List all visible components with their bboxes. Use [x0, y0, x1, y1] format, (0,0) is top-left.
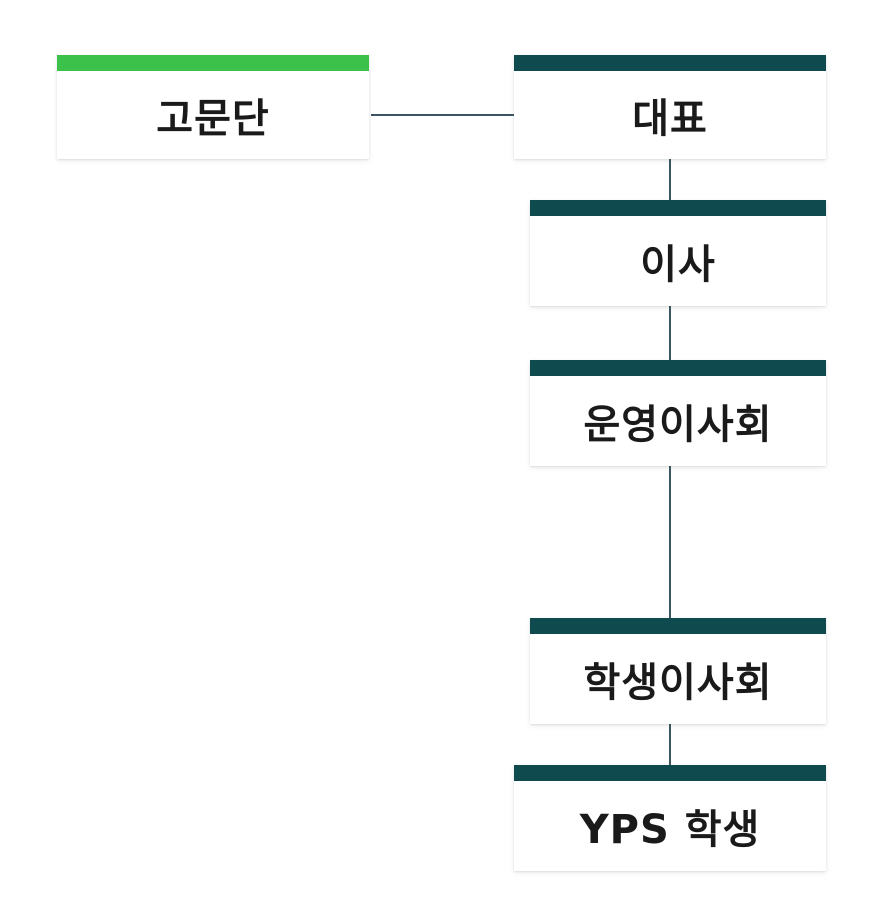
node-student-council: 학생이사회: [530, 618, 826, 724]
connector-representative-director: [669, 159, 671, 200]
node-advisory-bar: [57, 55, 369, 71]
node-director-bar: [530, 200, 826, 216]
connector-operating-board-student-council: [669, 466, 671, 618]
connector-advisory-representative: [371, 114, 514, 116]
node-student-council-label: 학생이사회: [583, 660, 773, 706]
connector-director-operating-board: [669, 306, 671, 360]
node-director-label: 이사: [640, 242, 716, 288]
node-students-bar: [514, 765, 826, 781]
node-operating-board-bar: [530, 360, 826, 376]
node-representative-bar: [514, 55, 826, 71]
node-students-label: YPS 학생: [579, 807, 761, 853]
node-operating-board: 운영이사회: [530, 360, 826, 466]
connector-student-council-students: [669, 724, 671, 765]
node-advisory: 고문단: [57, 55, 369, 159]
node-operating-board-label: 운영이사회: [583, 402, 773, 448]
node-advisory-label: 고문단: [156, 96, 270, 142]
node-student-council-bar: [530, 618, 826, 634]
node-students: YPS 학생: [514, 765, 826, 871]
node-representative-label: 대표: [632, 96, 708, 142]
node-representative: 대표: [514, 55, 826, 159]
node-director: 이사: [530, 200, 826, 306]
